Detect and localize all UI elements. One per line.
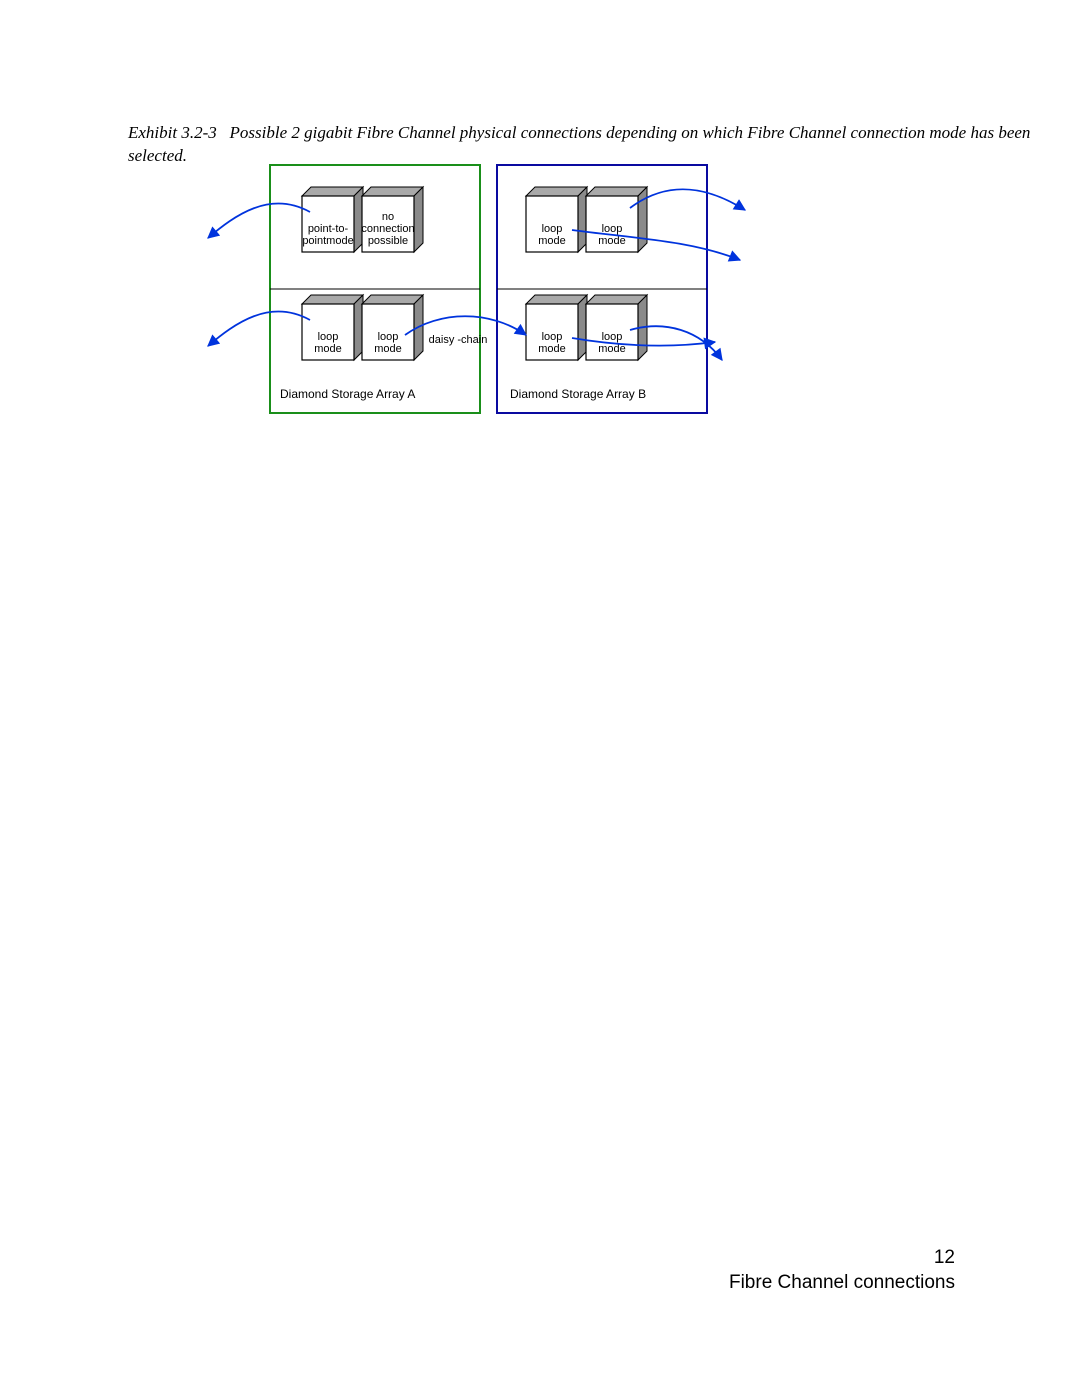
port-b_top_left: loopmode	[526, 187, 587, 252]
daisy-chain-label: daisy -chain	[429, 334, 488, 346]
exhibit-text: Possible 2 gigabit Fibre Channel physica…	[128, 123, 1030, 165]
footer-title: Fibre Channel connections	[729, 1272, 955, 1294]
port-a_top_left-label-0: point-to-	[308, 223, 349, 235]
arrow-a_top_out	[208, 203, 310, 238]
port-b_top_left-label-0: loop	[542, 223, 563, 235]
port-a_top_left: point-to-pointmode	[302, 187, 363, 252]
port-a_bot_right-label-1: mode	[374, 343, 402, 355]
port-a_top_right-label-0: no	[382, 211, 394, 223]
port-b_bot_right-label-0: loop	[602, 331, 623, 343]
storage-array-a-label: Diamond Storage Array A	[280, 387, 415, 401]
port-b_top_left-label-1: mode	[538, 235, 566, 247]
port-a_top_left-label-1: pointmode	[302, 235, 353, 247]
port-b_top_right: loopmode	[586, 187, 647, 252]
port-a_top_right-label-1: connection	[361, 223, 414, 235]
port-b_bot_left: loopmode	[526, 295, 587, 360]
page-number: 12	[934, 1247, 955, 1269]
port-a_top_right-label-2: possible	[368, 235, 408, 247]
exhibit-number: Exhibit 3.2-3	[128, 123, 217, 142]
arrow-a_bot_out	[208, 311, 310, 346]
port-a_bot_right-label-0: loop	[378, 331, 399, 343]
port-a_bot_left-label-1: mode	[314, 343, 342, 355]
fibre-channel-diagram: Diamond Storage Array A Diamond Storage A…	[200, 160, 760, 430]
port-a_top_right: noconnectionpossible	[361, 187, 423, 252]
port-a_bot_left: loopmode	[302, 295, 363, 360]
storage-array-b-label: Diamond Storage Array B	[510, 387, 646, 401]
port-a_bot_left-label-0: loop	[318, 331, 339, 343]
port-a_bot_right: loopmode	[362, 295, 423, 360]
page: Exhibit 3.2-3 Possible 2 gigabit Fibre C…	[0, 0, 1080, 1397]
port-b_bot_left-label-1: mode	[538, 343, 566, 355]
port-b_bot_left-label-0: loop	[542, 331, 563, 343]
